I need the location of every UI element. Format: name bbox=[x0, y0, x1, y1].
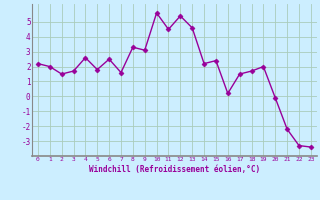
X-axis label: Windchill (Refroidissement éolien,°C): Windchill (Refroidissement éolien,°C) bbox=[89, 165, 260, 174]
